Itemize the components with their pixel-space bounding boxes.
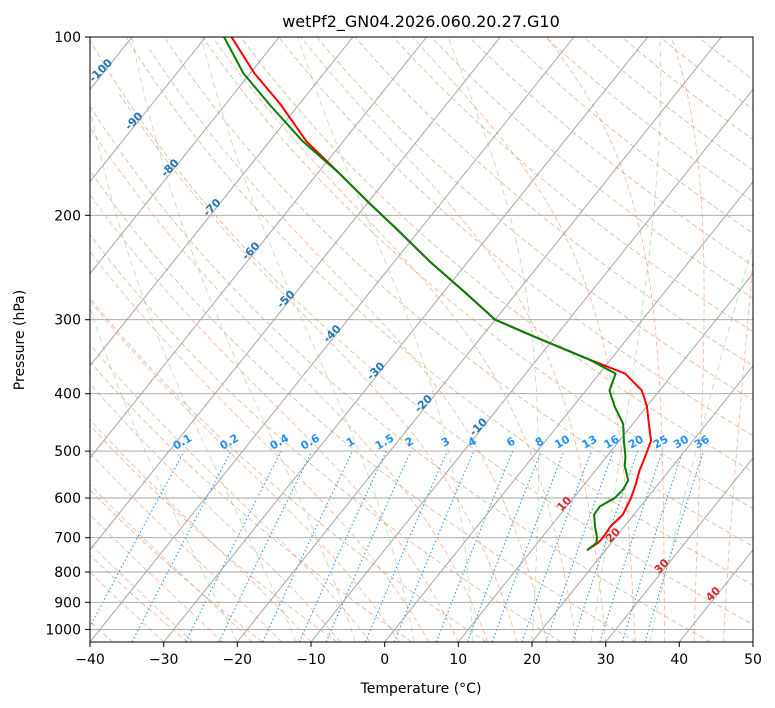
theta-e-guide-line xyxy=(590,37,662,642)
theta-e-guide-line xyxy=(200,37,415,642)
moist-adiabat-line xyxy=(119,94,518,642)
mixing-ratio-line xyxy=(90,450,185,628)
mixing-ratio-line xyxy=(521,450,592,642)
theta-e-guide-line xyxy=(90,106,297,642)
y-axis-label: Pressure (hPa) xyxy=(12,290,28,390)
x-tick-label: 20 xyxy=(523,652,541,668)
x-tick-label: 10 xyxy=(449,652,467,668)
moist-adiabat-line xyxy=(670,37,705,642)
dry-adiabat-line xyxy=(90,297,487,642)
dry-adiabat-line xyxy=(278,37,753,437)
moist-adiabat-line xyxy=(90,513,223,642)
theta-e-guide-line xyxy=(297,37,474,642)
moist-adiabat-line xyxy=(90,127,489,642)
isotherm-line xyxy=(90,37,280,275)
mixing-ratio-line xyxy=(491,450,565,642)
sounding-traces xyxy=(223,37,653,552)
dry-adiabat-line xyxy=(163,37,753,547)
theta-e-guide-line xyxy=(131,37,356,642)
isotherm-line xyxy=(457,272,753,642)
moist-adiabat-line xyxy=(90,300,400,642)
mixing-ratio-line xyxy=(599,450,663,642)
x-axis-label: Temperature (°C) xyxy=(360,681,482,697)
y-tick-label: 400 xyxy=(54,387,81,403)
x-tick-label: −40 xyxy=(75,652,105,668)
y-tick-label: 900 xyxy=(54,595,81,611)
isotherm-line xyxy=(0,37,58,642)
dry-adiabat-line xyxy=(430,37,753,299)
mixing-ratio-line xyxy=(325,450,412,642)
moist-adiabat-line xyxy=(90,194,459,642)
y-tick-label: 600 xyxy=(54,491,81,507)
moist-adiabat-line xyxy=(300,37,607,642)
moist-adiabat-line xyxy=(90,452,282,642)
isotherm-line xyxy=(605,457,753,642)
isotherm-line xyxy=(310,88,753,642)
isotherm-line xyxy=(236,37,722,642)
isotherm-line xyxy=(90,37,501,551)
mixing-ratio-line xyxy=(572,450,639,642)
isotherm-line xyxy=(163,37,649,642)
mixing-ratio-line xyxy=(467,450,542,642)
background-lines xyxy=(0,37,753,642)
moist-adiabat-line xyxy=(723,252,753,642)
moist-adiabat-line xyxy=(90,251,430,642)
dry-adiabat-line xyxy=(90,489,263,642)
isotherm-line xyxy=(90,37,428,459)
moist-adiabat-line xyxy=(212,37,577,642)
isotherm-line xyxy=(531,365,753,642)
x-tick-label: 0 xyxy=(380,652,389,668)
y-tick-label: 1000 xyxy=(45,622,81,638)
theta-e-guide-line xyxy=(90,307,238,642)
y-axis-ticks: 100 200 300 400 500 600 700 800 900 1000 xyxy=(45,30,90,638)
moist-adiabat-line xyxy=(90,418,312,642)
x-tick-label: −30 xyxy=(149,652,179,668)
x-axis-ticks: −40 −30 −20 −10 0 10 20 30 40 50 xyxy=(75,642,762,668)
moist-adiabat-line xyxy=(546,37,665,642)
y-tick-label: 700 xyxy=(54,531,81,547)
isotherm-line xyxy=(90,37,207,183)
moist-adiabat-line xyxy=(90,571,164,642)
x-tick-label: −10 xyxy=(296,652,326,668)
isotherm-line xyxy=(384,180,753,642)
dry-adiabat-line xyxy=(240,37,753,473)
isotherm-line xyxy=(90,37,575,642)
moist-adiabat-line xyxy=(90,343,371,642)
mixing-ratio-line xyxy=(545,450,614,642)
isotherm-line xyxy=(90,37,354,367)
dry-adiabat-line xyxy=(90,424,338,642)
dry-adiabat-line xyxy=(90,360,413,642)
moist-adiabat-line xyxy=(90,383,341,642)
mixing-ratio-line xyxy=(435,450,514,642)
dry-adiabat-line xyxy=(90,554,188,642)
theta-e-guide-line xyxy=(447,37,539,642)
y-tick-label: 800 xyxy=(54,565,81,581)
y-tick-label: 500 xyxy=(54,444,81,460)
x-tick-label: 50 xyxy=(744,652,762,668)
theta-e-guide-line xyxy=(649,243,753,642)
chart-title: wetPf2_GN04.2026.060.20.27.G10 xyxy=(282,12,560,32)
plot-area xyxy=(90,37,753,642)
mixing-ratio-line xyxy=(621,450,684,642)
mixing-ratio-line xyxy=(185,450,282,642)
trace-dewpoint xyxy=(223,37,630,551)
isotherm-line xyxy=(752,641,753,642)
y-tick-label: 200 xyxy=(54,208,81,224)
dry-adiabat-line xyxy=(392,37,753,333)
y-tick-label: 300 xyxy=(54,313,81,329)
x-tick-label: 30 xyxy=(597,652,615,668)
moist-adiabat-line xyxy=(90,483,253,642)
plot-frame xyxy=(89,36,754,643)
x-tick-label: 40 xyxy=(670,652,688,668)
x-tick-label: −20 xyxy=(223,652,253,668)
dry-adiabat-line xyxy=(90,39,753,626)
dry-adiabat-line xyxy=(90,105,711,642)
dry-adiabat-line xyxy=(354,37,753,367)
y-tick-label: 100 xyxy=(54,30,81,46)
dry-adiabat-line xyxy=(202,37,753,510)
mixing-ratio-line xyxy=(364,450,448,642)
